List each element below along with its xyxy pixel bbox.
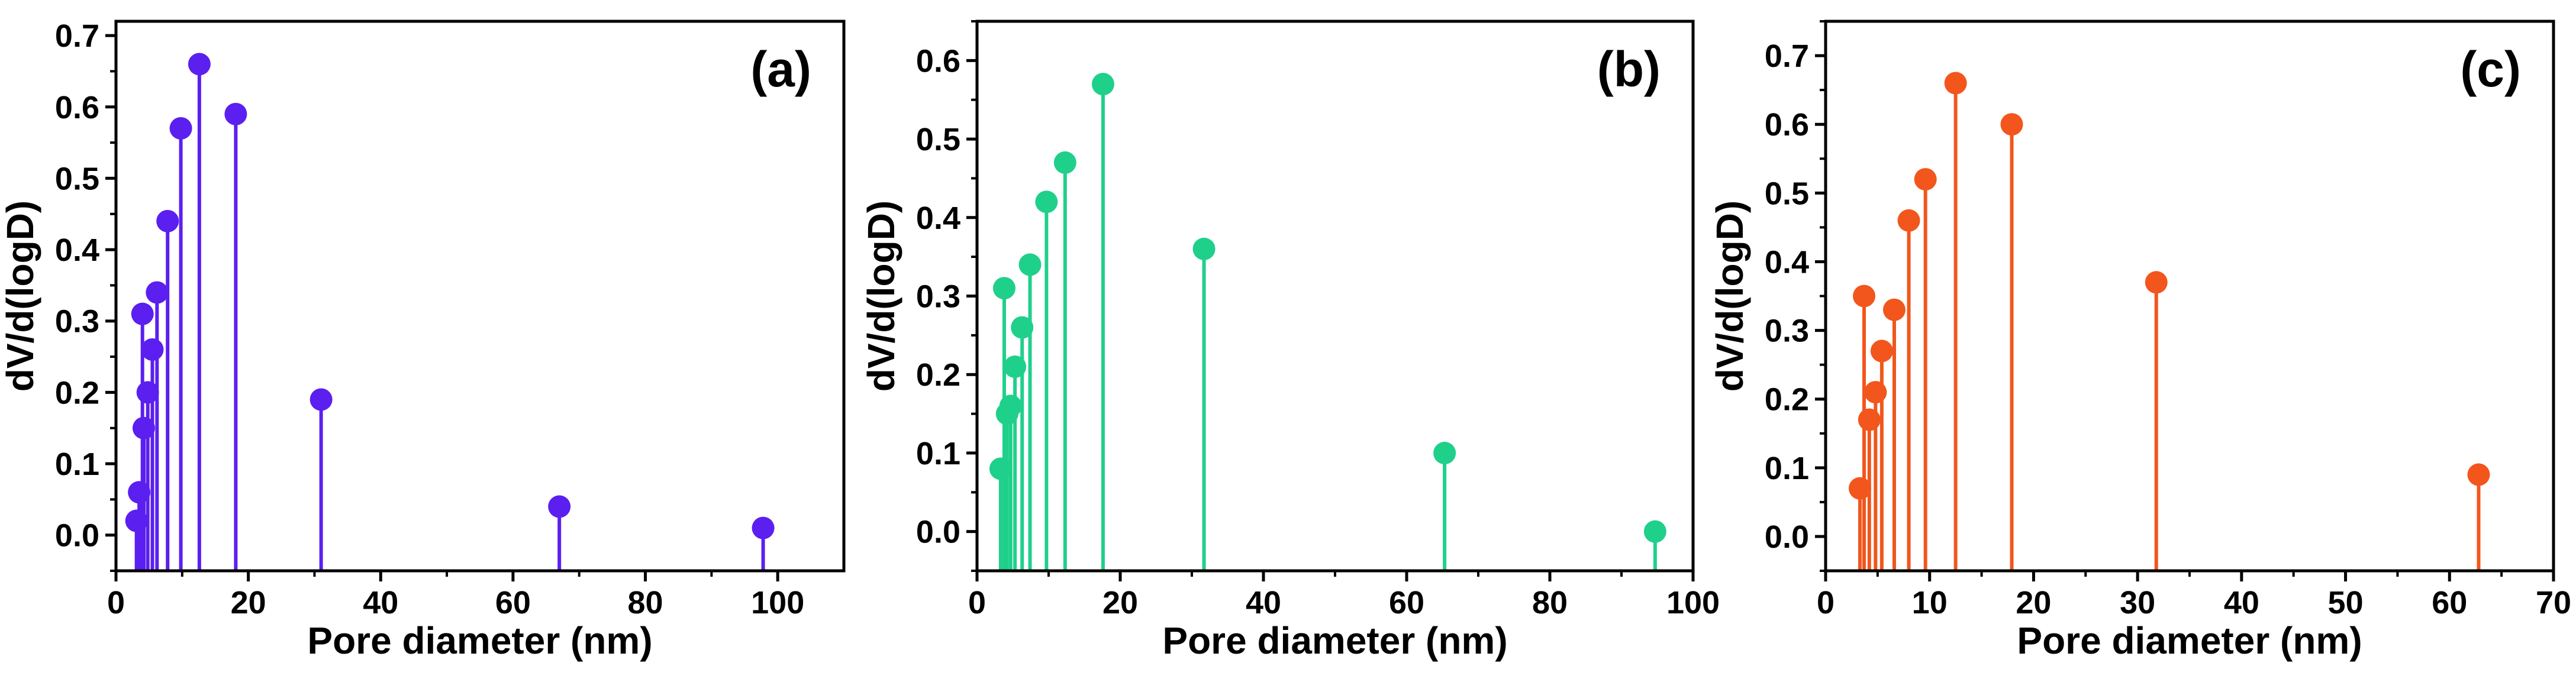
y-tick-label: 0.6 (1765, 107, 1809, 143)
data-point (1433, 441, 1456, 464)
y-tick-label: 0.1 (1765, 451, 1809, 486)
y-tick-label: 0.3 (1765, 313, 1809, 349)
x-tick-label: 0 (1817, 585, 1835, 620)
data-point (156, 209, 179, 232)
panel-label: (b) (1597, 41, 1661, 97)
data-point (1192, 237, 1216, 260)
x-tick-label: 0 (107, 585, 125, 620)
x-tick-label: 10 (1912, 585, 1948, 620)
data-point (2145, 271, 2168, 294)
x-tick-label: 40 (363, 585, 398, 620)
data-point (548, 495, 571, 518)
x-tick-label: 40 (1246, 585, 1281, 620)
y-tick-label: 0.0 (916, 515, 960, 550)
y-tick-label: 0.7 (55, 18, 99, 54)
y-tick-label: 0.6 (55, 90, 99, 125)
y-tick-label: 0.0 (55, 518, 99, 554)
data-point (141, 338, 164, 361)
panel-label: (c) (2460, 41, 2521, 97)
y-tick-label: 0.1 (916, 436, 960, 471)
x-axis-title: Pore diameter (nm) (1162, 619, 1507, 662)
data-point (992, 277, 1015, 300)
data-point (1870, 340, 1893, 363)
y-tick-label: 0.0 (1765, 519, 1809, 555)
data-point (1018, 253, 1042, 276)
x-tick-label: 20 (231, 585, 266, 620)
x-tick-label: 40 (2224, 585, 2259, 620)
chart-panel-2: 0 20 40 60 80 100 0.0 0.1 0.2 0.3 0.4 0.5 0.6 Pore di… (860, 20, 1720, 662)
y-tick-label: 0.5 (55, 161, 99, 196)
data-point (188, 53, 211, 76)
y-axis-title: dV/d(logD) (860, 201, 902, 392)
data-point (131, 302, 154, 325)
x-tick-label: 0 (968, 585, 986, 620)
y-tick-label: 0.4 (55, 232, 99, 268)
y-tick-label: 0.2 (55, 375, 99, 411)
y-tick-label: 0.4 (1765, 244, 1809, 280)
y-tick-label: 0.5 (916, 122, 960, 157)
plot-frame (114, 20, 846, 573)
chart-panel-3: 0 10 20 30 40 50 60 70 0.0 0.1 0.2 0.3 0.4 0.5 0.6 0.7 P… (1708, 20, 2571, 662)
data-point (1882, 298, 1906, 321)
x-tick-label: 30 (2120, 585, 2155, 620)
data-point (999, 395, 1022, 418)
x-tick-label: 20 (1102, 585, 1138, 620)
x-tick-label: 80 (628, 585, 663, 620)
x-tick-label: 70 (2536, 585, 2571, 620)
x-tick-label: 60 (2432, 585, 2467, 620)
data-point (169, 117, 192, 140)
y-axis-title: dV/d(logD) (1708, 201, 1751, 392)
panel-label: (a) (750, 41, 811, 97)
data-point (224, 102, 247, 125)
data-point (1091, 73, 1114, 96)
data-point (1853, 285, 1876, 308)
plot-frame (1824, 20, 2555, 573)
y-tick-label: 0.4 (916, 201, 960, 236)
data-point (2467, 463, 2490, 486)
y-tick-label: 0.6 (916, 43, 960, 79)
y-axis-title: dV/d(logD) (0, 201, 41, 392)
x-tick-label: 50 (2328, 585, 2364, 620)
x-tick-label: 80 (1532, 585, 1568, 620)
data-point (1944, 72, 1967, 95)
data-point (752, 516, 775, 539)
data-point (1643, 520, 1666, 543)
x-tick-label: 100 (751, 585, 804, 620)
x-tick-label: 60 (1389, 585, 1424, 620)
plot-frame (975, 20, 1695, 573)
chart-panel-1: 0 20 40 60 80 100 0.0 0.1 0.2 0.3 0.4 0.5 0.6 0.7 Pore… (0, 18, 846, 662)
y-tick-label: 0.2 (916, 357, 960, 393)
x-tick-label: 20 (2016, 585, 2051, 620)
data-point (146, 281, 169, 304)
x-axis-title: Pore diameter (nm) (2017, 619, 2362, 662)
data-point (1035, 190, 1058, 214)
y-tick-label: 0.3 (916, 279, 960, 315)
y-tick-label: 0.5 (1765, 176, 1809, 211)
y-tick-label: 0.3 (55, 304, 99, 340)
data-point (1053, 151, 1076, 174)
data-point (1011, 316, 1034, 339)
x-tick-label: 100 (1666, 585, 1720, 620)
y-tick-label: 0.2 (1765, 382, 1809, 418)
data-point (1914, 168, 1937, 191)
data-point (2000, 113, 2023, 136)
y-tick-label: 0.7 (1765, 38, 1809, 74)
data-point (309, 388, 333, 411)
x-tick-label: 60 (495, 585, 531, 620)
y-tick-label: 0.1 (55, 447, 99, 482)
x-axis-title: Pore diameter (nm) (307, 619, 652, 662)
data-point (1897, 209, 1920, 232)
